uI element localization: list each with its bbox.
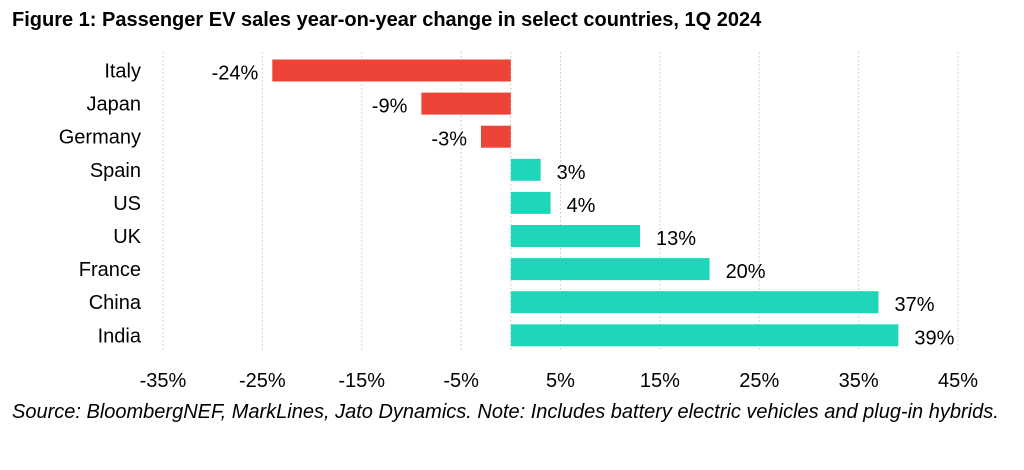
data-label: -24% — [212, 63, 259, 85]
bar-italy — [272, 59, 511, 82]
bar-india — [510, 324, 899, 347]
category-label: France — [79, 259, 141, 281]
category-label: UK — [113, 226, 141, 248]
category-labels: Italy Japan Germany Spain US UK France China Ind… — [59, 61, 142, 348]
bar-us — [510, 191, 551, 214]
data-label: 4% — [567, 195, 596, 217]
category-label: Italy — [104, 61, 141, 83]
category-label: China — [89, 292, 142, 314]
x-tick-label: -5% — [443, 370, 479, 392]
bar-germany — [481, 125, 511, 148]
x-tick-label: 35% — [839, 370, 879, 392]
data-label: -3% — [431, 129, 467, 151]
x-tick-label: 25% — [739, 370, 779, 392]
data-label: 20% — [726, 261, 766, 283]
source-note: Source: BloombergNEF, MarkLines, Jato Dy… — [12, 401, 999, 423]
x-tick-label: 5% — [546, 370, 575, 392]
x-tick-label: -35% — [140, 370, 187, 392]
data-label: 39% — [914, 327, 954, 349]
chart-title: Figure 1: Passenger EV sales year-on-yea… — [12, 9, 762, 31]
bar-france — [510, 258, 710, 281]
bar-uk — [510, 225, 640, 247]
x-tick-label: 45% — [938, 370, 978, 392]
data-labels: -24% -9% -3% 3% 4% 13% 20% 37% 39% — [212, 63, 955, 350]
x-tick-label: 15% — [640, 370, 680, 392]
x-axis-tick-labels: -35% -25% -15% -5% 5% 15% 25% 35% 45% — [140, 370, 979, 392]
x-tick-label: -25% — [239, 370, 286, 392]
bar-spain — [510, 158, 541, 181]
category-label: Spain — [90, 160, 141, 182]
data-label: 37% — [895, 294, 935, 316]
data-label: 13% — [656, 228, 696, 250]
x-tick-label: -15% — [338, 370, 385, 392]
data-label: 3% — [557, 162, 586, 184]
bars — [272, 59, 899, 347]
bar-china — [510, 291, 879, 314]
category-label: India — [98, 325, 142, 347]
category-label: US — [113, 193, 141, 215]
category-label: Japan — [87, 94, 142, 116]
data-label: -9% — [372, 96, 408, 118]
bar-chart: Italy Japan Germany Spain US UK France China Ind… — [59, 52, 979, 392]
bar-japan — [421, 92, 511, 115]
category-label: Germany — [59, 127, 141, 149]
